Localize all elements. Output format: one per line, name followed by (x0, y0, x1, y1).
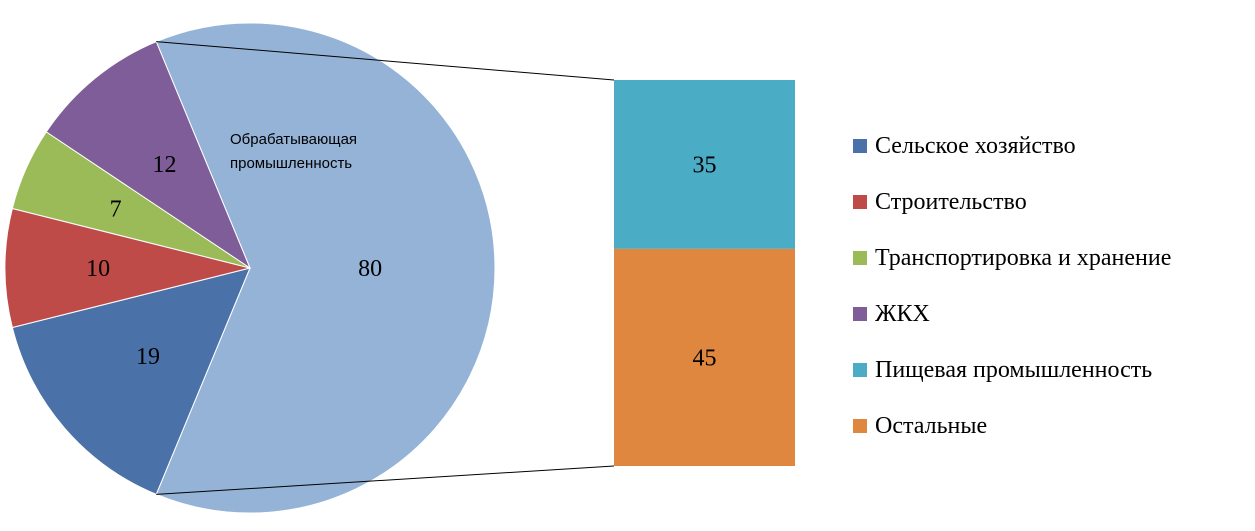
connector-lines (156, 41, 615, 495)
data-label-construction: 10 (86, 256, 110, 282)
legend-label: Транспортировка и хранение (875, 244, 1172, 271)
slice-construction (4, 207, 251, 329)
data-label-housing: 12 (153, 152, 177, 178)
bar-segment-other (614, 248, 795, 467)
bar-label-food-industry: 35 (693, 152, 717, 178)
data-label-agriculture: 19 (136, 344, 160, 370)
legend-label: Пищевая промышленность (875, 356, 1153, 383)
legend-item: Пищевая промышленность (853, 342, 1171, 398)
connector-line-top (156, 41, 615, 81)
stacked-bar: 35 45 (614, 80, 795, 467)
legend-item: Остальные (853, 398, 1171, 454)
legend-label: Остальные (875, 412, 988, 439)
legend-label: ЖКХ (875, 300, 930, 327)
category-label-manufacturing: Обрабатывающая промышленность (230, 131, 357, 172)
bar-label-other: 45 (693, 345, 717, 371)
slice-manufacturing (155, 22, 496, 514)
data-label-manufacturing: 80 (358, 256, 382, 282)
legend-label: Сельское хозяйство (875, 132, 1076, 159)
legend-swatch (853, 419, 867, 433)
legend-item: Строительство (853, 174, 1171, 230)
legend-swatch (853, 363, 867, 377)
legend-swatch (853, 195, 867, 209)
legend-item: Сельское хозяйство (853, 118, 1171, 174)
legend-item: ЖКХ (853, 286, 1171, 342)
legend-swatch (853, 251, 867, 265)
slice-agriculture (11, 267, 251, 496)
legend-label: Строительство (875, 188, 1027, 215)
legend-swatch (853, 307, 867, 321)
legend-swatch (853, 139, 867, 153)
legend-item: Транспортировка и хранение (853, 230, 1171, 286)
slice-housing (45, 40, 252, 270)
legend: Сельское хозяйство Строительство Транспорт… (853, 118, 1171, 454)
bar-segment-food-industry (614, 80, 795, 249)
pie-chart: 80 Обрабатывающая промышленность 19 10 7 12 (4, 22, 496, 514)
data-label-transport: 7 (110, 196, 122, 222)
connector-line-bottom (156, 465, 615, 495)
